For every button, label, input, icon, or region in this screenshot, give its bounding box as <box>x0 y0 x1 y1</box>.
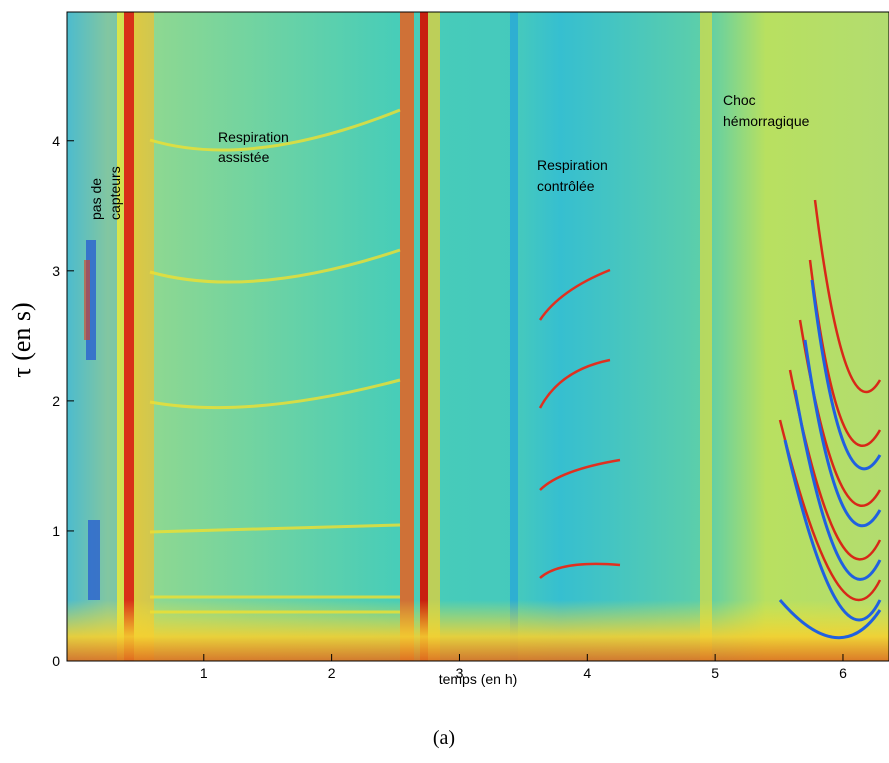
annotation: Choc <box>723 92 756 108</box>
annotation: contrôlée <box>537 178 595 194</box>
x-tick-label: 3 <box>456 665 464 681</box>
y-tick-label: 2 <box>52 393 60 409</box>
y-tick-label: 0 <box>52 653 60 669</box>
y-tick-label: 4 <box>52 133 60 149</box>
annotation: Respiration <box>218 129 289 145</box>
x-axis-label: temps (en h) <box>439 671 518 687</box>
x-tick-label: 6 <box>839 665 847 681</box>
annotation: capteurs <box>107 166 123 220</box>
caption: (a) <box>433 727 455 749</box>
annotation: hémorragique <box>723 113 810 129</box>
x-tick-label: 1 <box>200 665 208 681</box>
heatmap <box>67 12 889 661</box>
x-tick-label: 5 <box>711 665 719 681</box>
y-tick-label: 1 <box>52 523 60 539</box>
plot-frame <box>66 11 889 662</box>
y-axis-label: τ (en s) <box>7 302 36 377</box>
annotation: pas de <box>88 178 104 220</box>
y-tick-label: 3 <box>52 263 60 279</box>
x-tick-label: 4 <box>583 665 591 681</box>
annotation: Respiration <box>537 157 608 173</box>
annotation: assistée <box>218 149 270 165</box>
x-tick-label: 2 <box>328 665 336 681</box>
